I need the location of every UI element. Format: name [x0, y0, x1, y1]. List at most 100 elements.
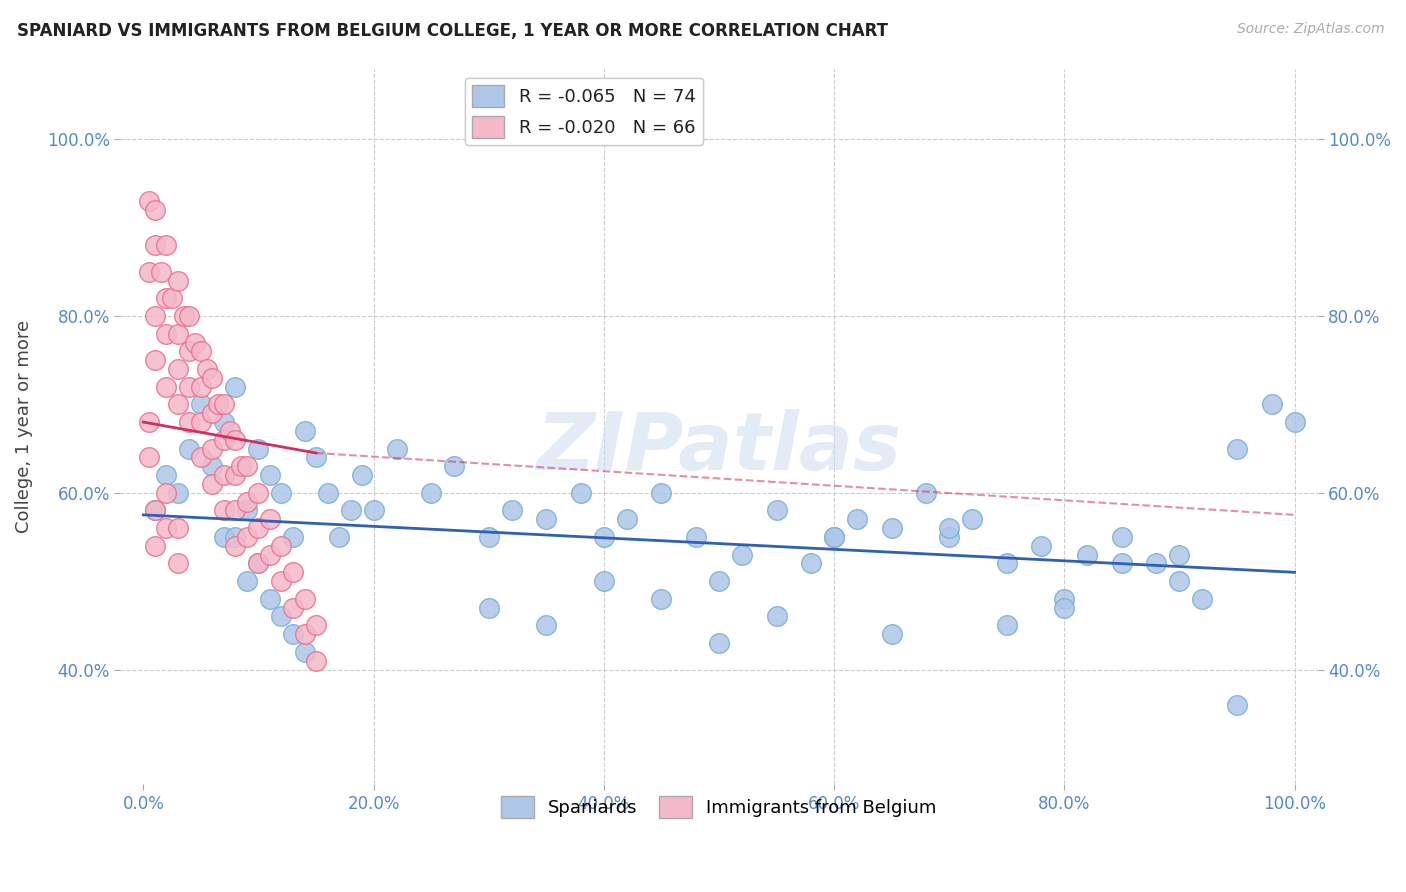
Point — [224, 539, 246, 553]
Point — [305, 654, 328, 668]
Point — [201, 406, 224, 420]
Point — [1111, 530, 1133, 544]
Point — [1260, 397, 1282, 411]
Point — [190, 397, 212, 411]
Point — [294, 627, 316, 641]
Point — [501, 503, 523, 517]
Point — [800, 557, 823, 571]
Point — [281, 566, 304, 580]
Point — [236, 503, 259, 517]
Point — [173, 309, 195, 323]
Point — [155, 380, 177, 394]
Point — [149, 265, 172, 279]
Point — [385, 442, 408, 456]
Point — [1226, 698, 1249, 712]
Point — [143, 539, 166, 553]
Point — [1168, 548, 1191, 562]
Point — [259, 512, 281, 526]
Point — [1168, 574, 1191, 589]
Point — [236, 574, 259, 589]
Point — [179, 442, 201, 456]
Point — [138, 194, 160, 208]
Point — [218, 424, 240, 438]
Point — [236, 459, 259, 474]
Point — [823, 530, 845, 544]
Point — [207, 397, 229, 411]
Point — [247, 557, 270, 571]
Point — [155, 468, 177, 483]
Point — [236, 494, 259, 508]
Point — [138, 265, 160, 279]
Point — [143, 309, 166, 323]
Point — [259, 468, 281, 483]
Point — [995, 557, 1018, 571]
Point — [155, 485, 177, 500]
Text: ZIPatlas: ZIPatlas — [537, 409, 901, 487]
Point — [224, 530, 246, 544]
Point — [155, 326, 177, 341]
Point — [143, 503, 166, 517]
Point — [190, 415, 212, 429]
Point — [212, 433, 235, 447]
Point — [231, 459, 253, 474]
Point — [305, 450, 328, 465]
Point — [1053, 600, 1076, 615]
Point — [190, 380, 212, 394]
Point — [420, 485, 443, 500]
Point — [160, 291, 183, 305]
Point — [167, 326, 190, 341]
Point — [179, 380, 201, 394]
Point — [179, 415, 201, 429]
Point — [179, 344, 201, 359]
Point — [536, 618, 558, 632]
Point — [236, 530, 259, 544]
Point — [190, 450, 212, 465]
Point — [167, 557, 190, 571]
Point — [155, 291, 177, 305]
Y-axis label: College, 1 year or more: College, 1 year or more — [15, 320, 32, 533]
Point — [247, 485, 270, 500]
Point — [138, 415, 160, 429]
Point — [1076, 548, 1098, 562]
Point — [363, 503, 385, 517]
Point — [1031, 539, 1053, 553]
Point — [685, 530, 707, 544]
Point — [846, 512, 869, 526]
Point — [1144, 557, 1167, 571]
Point — [143, 238, 166, 252]
Point — [247, 442, 270, 456]
Point — [212, 530, 235, 544]
Point — [224, 468, 246, 483]
Point — [995, 618, 1018, 632]
Point — [270, 609, 292, 624]
Point — [478, 530, 501, 544]
Point — [880, 627, 903, 641]
Point — [270, 539, 292, 553]
Point — [592, 574, 614, 589]
Point — [201, 459, 224, 474]
Point — [270, 574, 292, 589]
Point — [167, 362, 190, 376]
Point — [592, 530, 614, 544]
Point — [650, 591, 672, 606]
Point — [1284, 415, 1306, 429]
Point — [201, 442, 224, 456]
Point — [960, 512, 983, 526]
Point — [138, 450, 160, 465]
Point — [294, 645, 316, 659]
Point — [143, 353, 166, 368]
Point — [281, 530, 304, 544]
Point — [179, 309, 201, 323]
Point — [281, 627, 304, 641]
Point — [201, 477, 224, 491]
Point — [765, 503, 787, 517]
Point — [167, 397, 190, 411]
Point — [1111, 557, 1133, 571]
Point — [281, 600, 304, 615]
Point — [1191, 591, 1213, 606]
Point — [731, 548, 754, 562]
Point — [294, 424, 316, 438]
Point — [478, 600, 501, 615]
Point — [305, 618, 328, 632]
Point — [224, 503, 246, 517]
